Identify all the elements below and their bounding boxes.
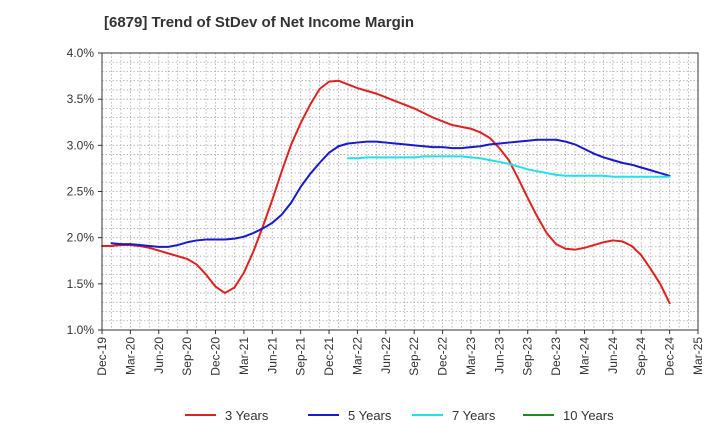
series-line-5-years: [110, 138, 671, 248]
y-tick-label: 4.0%: [67, 46, 95, 60]
y-tick-label: 3.0%: [67, 138, 95, 152]
y-tick-label: 1.5%: [67, 277, 95, 291]
x-tick-label: Sep-23: [521, 337, 535, 376]
x-tick-label: Dec-24: [663, 337, 677, 376]
x-tick-label: Jun-22: [379, 337, 393, 374]
x-tick-label: Sep-22: [407, 337, 421, 376]
legend: 3 Years 5 Years 7 Years 10 Years: [185, 408, 614, 423]
x-tick-label: Mar-24: [577, 337, 591, 375]
x-tick-label: Dec-20: [209, 337, 223, 376]
x-tick-label: Dec-22: [436, 337, 450, 376]
x-tick-label: Mar-21: [237, 337, 251, 375]
x-tick-label: Jun-24: [606, 337, 620, 374]
y-tick-label: 2.5%: [67, 185, 95, 199]
x-tick-label: Mar-20: [123, 337, 137, 375]
legend-label-5-years: 5 Years: [348, 408, 392, 423]
y-tick-label: 3.5%: [67, 92, 95, 106]
x-tick-label: Sep-21: [294, 337, 308, 376]
y-tick-label: 1.0%: [67, 323, 95, 337]
x-tick-label: Dec-23: [549, 337, 563, 376]
legend-label-3-years: 3 Years: [225, 408, 269, 423]
y-tick-label: 2.0%: [67, 231, 95, 245]
x-tick-label: Jun-20: [152, 337, 166, 374]
x-tick-label: Mar-23: [464, 337, 478, 375]
x-tick-label: Sep-24: [634, 337, 648, 376]
series-line-7-years: [346, 155, 671, 178]
x-tick-label: Dec-19: [95, 337, 109, 376]
x-tick-label: Mar-22: [350, 337, 364, 375]
x-tick-label: Mar-25: [691, 337, 705, 375]
x-tick-label: Jun-23: [492, 337, 506, 374]
x-tick-label: Dec-21: [322, 337, 336, 376]
axes: 1.0% 1.5% 2.0% 2.5% 3.0% 3.5% 4.0% Dec-19 Mar-20…: [67, 46, 705, 376]
chart-title: [6879] Trend of StDev of Net Income Marg…: [104, 14, 415, 31]
x-tick-label: Jun-21: [265, 337, 279, 374]
legend-label-10-years: 10 Years: [563, 408, 614, 423]
series-line-3-years: [101, 79, 671, 305]
x-tick-label: Sep-20: [180, 337, 194, 376]
grid: [102, 53, 698, 330]
series-lines: [101, 79, 671, 305]
legend-label-7-years: 7 Years: [452, 408, 496, 423]
